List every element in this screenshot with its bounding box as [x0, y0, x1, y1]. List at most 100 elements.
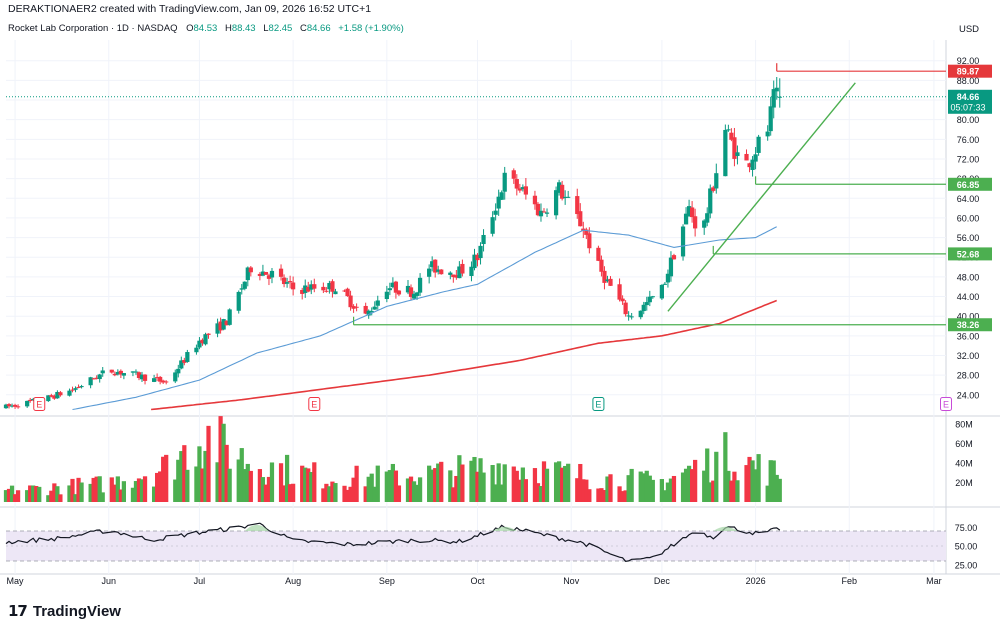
volume-bar[interactable] — [750, 460, 755, 502]
candle[interactable] — [689, 201, 695, 223]
volume-bar[interactable] — [221, 423, 226, 502]
candle[interactable] — [164, 380, 169, 385]
volume-bar[interactable] — [375, 465, 380, 502]
candle[interactable] — [257, 272, 263, 281]
volume-bar[interactable] — [641, 473, 646, 502]
candle[interactable] — [665, 269, 671, 288]
candle[interactable] — [46, 395, 51, 402]
candle[interactable] — [303, 279, 308, 298]
volume-bar[interactable] — [493, 484, 498, 502]
volume-bar[interactable] — [215, 462, 220, 502]
volume-bar[interactable] — [502, 464, 507, 502]
volume-bar[interactable] — [668, 478, 674, 502]
candle[interactable] — [206, 333, 211, 339]
volume-bar[interactable] — [197, 446, 202, 502]
volume-bar[interactable] — [115, 476, 120, 502]
volume-bar[interactable] — [278, 463, 284, 502]
candle[interactable] — [327, 280, 332, 294]
candle[interactable] — [647, 290, 652, 307]
volume-bar[interactable] — [257, 469, 263, 502]
volume-bar[interactable] — [330, 481, 335, 502]
candle[interactable] — [333, 288, 338, 295]
volume-bar[interactable] — [617, 486, 622, 502]
volume-bar[interactable] — [433, 468, 438, 502]
volume-bar[interactable] — [70, 478, 75, 502]
volume-bar[interactable] — [541, 461, 547, 502]
volume-bar[interactable] — [427, 465, 432, 502]
volume-bar[interactable] — [451, 487, 456, 502]
volume-bar[interactable] — [777, 478, 782, 502]
candle[interactable] — [221, 318, 226, 331]
volume-bar[interactable] — [130, 487, 136, 502]
volume-bar[interactable] — [535, 483, 541, 502]
volume-bar[interactable] — [496, 463, 501, 502]
candle[interactable] — [200, 338, 205, 346]
volume-bar[interactable] — [599, 488, 604, 502]
candle[interactable] — [3, 403, 9, 409]
volume-bar[interactable] — [638, 471, 643, 502]
candle[interactable] — [723, 124, 728, 177]
volume-bar[interactable] — [176, 459, 181, 502]
volume-bar[interactable] — [112, 484, 117, 502]
candle[interactable] — [650, 295, 655, 299]
volume-bar[interactable] — [242, 469, 247, 502]
candle[interactable] — [517, 183, 522, 193]
volume-bar[interactable] — [665, 482, 671, 502]
candle[interactable] — [750, 156, 755, 177]
volume-bar[interactable] — [260, 477, 266, 502]
volume-bar[interactable] — [538, 486, 544, 502]
volume-bar[interactable] — [563, 465, 568, 502]
volume-bar[interactable] — [218, 416, 223, 502]
volume-bar[interactable] — [744, 465, 749, 502]
volume-bar[interactable] — [348, 486, 353, 502]
candle[interactable] — [76, 384, 81, 389]
candle[interactable] — [176, 364, 181, 378]
volume-bar[interactable] — [97, 476, 102, 502]
volume-bar[interactable] — [306, 468, 311, 502]
candle[interactable] — [454, 269, 459, 280]
volume-bar[interactable] — [194, 466, 199, 502]
volume-bar[interactable] — [161, 456, 166, 502]
candle[interactable] — [130, 371, 136, 377]
volume-bar[interactable] — [284, 454, 290, 502]
volume-bar[interactable] — [321, 488, 326, 502]
candle[interactable] — [73, 386, 78, 393]
volume-bar[interactable] — [460, 464, 465, 502]
volume-bar[interactable] — [532, 468, 538, 502]
candle[interactable] — [638, 310, 643, 320]
candle[interactable] — [49, 393, 54, 398]
volume-bar[interactable] — [390, 463, 395, 502]
candle[interactable] — [430, 256, 435, 272]
volume-bar[interactable] — [765, 485, 770, 502]
candle[interactable] — [300, 287, 305, 300]
volume-bar[interactable] — [173, 479, 178, 502]
volume-bar[interactable] — [671, 475, 677, 502]
candle[interactable] — [457, 261, 462, 279]
volume-bar[interactable] — [236, 459, 241, 502]
candle[interactable] — [686, 199, 692, 217]
volume-bar[interactable] — [312, 462, 317, 502]
candle[interactable] — [659, 284, 664, 300]
volume-bar[interactable] — [683, 468, 689, 502]
volume-bar[interactable] — [91, 477, 96, 502]
candle[interactable] — [557, 179, 562, 196]
candle[interactable] — [112, 371, 117, 377]
volume-bar[interactable] — [475, 471, 480, 502]
tradingview-logo[interactable]: 17 TradingView — [8, 601, 121, 621]
earnings-marker[interactable]: E — [940, 397, 952, 411]
candle[interactable] — [605, 275, 610, 283]
volume-bar[interactable] — [644, 470, 649, 502]
candle[interactable] — [644, 296, 649, 311]
volume-bar[interactable] — [708, 482, 713, 502]
volume-bar[interactable] — [46, 495, 51, 502]
candle[interactable] — [602, 266, 607, 290]
candle[interactable] — [756, 134, 761, 156]
volume-bar[interactable] — [342, 485, 347, 502]
candle[interactable] — [15, 404, 21, 409]
candle[interactable] — [31, 397, 36, 402]
candle[interactable] — [227, 308, 232, 326]
volume-bar[interactable] — [239, 448, 244, 502]
volume-bar[interactable] — [647, 475, 652, 502]
volume-bar[interactable] — [3, 490, 9, 502]
candle[interactable] — [281, 274, 287, 288]
